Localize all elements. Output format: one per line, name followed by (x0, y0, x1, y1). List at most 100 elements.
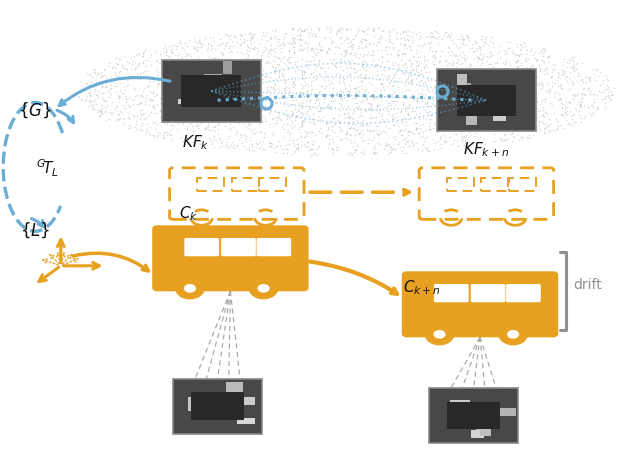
Point (268, 65, 278, 72)
Point (505, 111, 515, 118)
Point (339, 76, 349, 83)
Point (324, 119, 334, 126)
Point (450, 77, 460, 84)
Point (129, 66, 140, 73)
Point (198, 116, 208, 123)
Point (415, 54, 426, 62)
Point (349, 85, 359, 93)
Point (553, 69, 563, 76)
Point (420, 107, 430, 115)
Point (347, 41, 357, 48)
Point (444, 45, 454, 52)
Point (403, 128, 413, 135)
Point (139, 116, 149, 123)
Point (510, 67, 520, 74)
Point (338, 78, 348, 86)
Point (430, 49, 440, 56)
Point (439, 86, 449, 93)
Point (258, 113, 268, 121)
Point (355, 106, 365, 113)
Point (539, 129, 549, 136)
Point (348, 125, 358, 132)
Point (355, 129, 365, 137)
Point (408, 142, 418, 150)
Point (172, 115, 182, 122)
Point (412, 98, 422, 105)
Point (447, 76, 458, 83)
Point (243, 121, 253, 128)
Point (360, 75, 371, 83)
Point (305, 106, 316, 114)
Point (475, 62, 485, 69)
Point (235, 72, 245, 79)
Point (457, 127, 467, 134)
Point (173, 44, 183, 51)
Point (196, 106, 207, 113)
Point (383, 33, 394, 40)
Point (369, 127, 379, 134)
Bar (191, 80, 216, 89)
Point (208, 89, 218, 96)
Point (210, 124, 220, 131)
Point (150, 126, 160, 134)
Point (273, 114, 283, 121)
Point (512, 52, 522, 59)
Bar (466, 113, 477, 126)
Point (484, 51, 495, 58)
Point (342, 129, 352, 136)
Point (243, 77, 253, 84)
Point (460, 42, 470, 50)
Point (357, 131, 367, 139)
Point (314, 71, 324, 78)
Point (425, 30, 435, 38)
Point (358, 53, 368, 61)
Point (515, 134, 525, 141)
Point (104, 117, 114, 124)
Point (352, 117, 362, 124)
Point (601, 73, 611, 81)
Point (460, 36, 470, 44)
Point (541, 95, 551, 102)
Point (166, 102, 176, 109)
Point (512, 64, 522, 72)
Point (486, 116, 497, 123)
Point (152, 58, 162, 65)
Point (412, 96, 422, 103)
Bar (234, 397, 255, 405)
Point (108, 76, 118, 84)
Point (477, 90, 487, 97)
Point (418, 141, 428, 148)
Point (208, 124, 218, 131)
Point (118, 115, 129, 123)
Point (113, 111, 123, 118)
Point (186, 77, 196, 84)
Point (573, 71, 583, 78)
Point (412, 66, 422, 73)
Point (521, 55, 531, 62)
Point (233, 61, 243, 68)
Point (209, 71, 219, 78)
Point (210, 128, 220, 135)
Point (399, 72, 410, 79)
Point (578, 79, 588, 87)
Point (591, 104, 602, 111)
Point (468, 41, 478, 48)
Point (359, 52, 369, 59)
Point (186, 77, 196, 84)
Point (419, 56, 429, 63)
Point (239, 91, 250, 98)
Point (167, 111, 177, 118)
Point (316, 64, 326, 71)
Point (305, 79, 316, 87)
Point (239, 62, 249, 69)
Point (400, 83, 410, 90)
Point (334, 26, 344, 33)
Point (448, 112, 458, 119)
Point (450, 74, 460, 82)
Point (97, 73, 108, 80)
Point (361, 107, 371, 115)
Point (509, 114, 519, 121)
Point (372, 127, 382, 134)
Point (275, 59, 285, 66)
Point (254, 101, 264, 108)
